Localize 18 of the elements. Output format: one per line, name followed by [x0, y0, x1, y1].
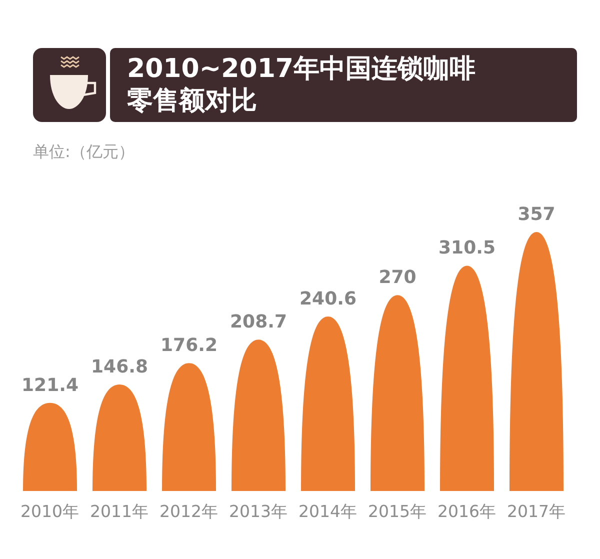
- x-tick-label: 2016年: [438, 502, 496, 521]
- x-tick-label: 2017年: [507, 502, 566, 521]
- data-label: 176.2: [160, 335, 218, 356]
- data-label: 357: [518, 204, 556, 225]
- x-tick-label: 2010年: [20, 502, 80, 521]
- text: 单位:（亿元）: [33, 142, 134, 163]
- data-label: 121.4: [22, 374, 78, 396]
- data-label: 146.8: [91, 356, 148, 378]
- x-tick-label: 2011年: [90, 502, 149, 521]
- data-label: 270: [378, 267, 416, 288]
- chart-title: 2010~2017年中国连锁咖啡零售额对比: [127, 53, 477, 117]
- x-tick-label: 2012年: [160, 502, 218, 521]
- x-tick-label: 2013年: [229, 502, 288, 521]
- data-label: 240.6: [300, 288, 356, 310]
- x-tick-label: 2015年: [368, 502, 427, 521]
- data-label: 310.5: [438, 238, 496, 259]
- data-label: 208.7: [230, 312, 287, 333]
- x-tick-label: 2014年: [298, 502, 358, 521]
